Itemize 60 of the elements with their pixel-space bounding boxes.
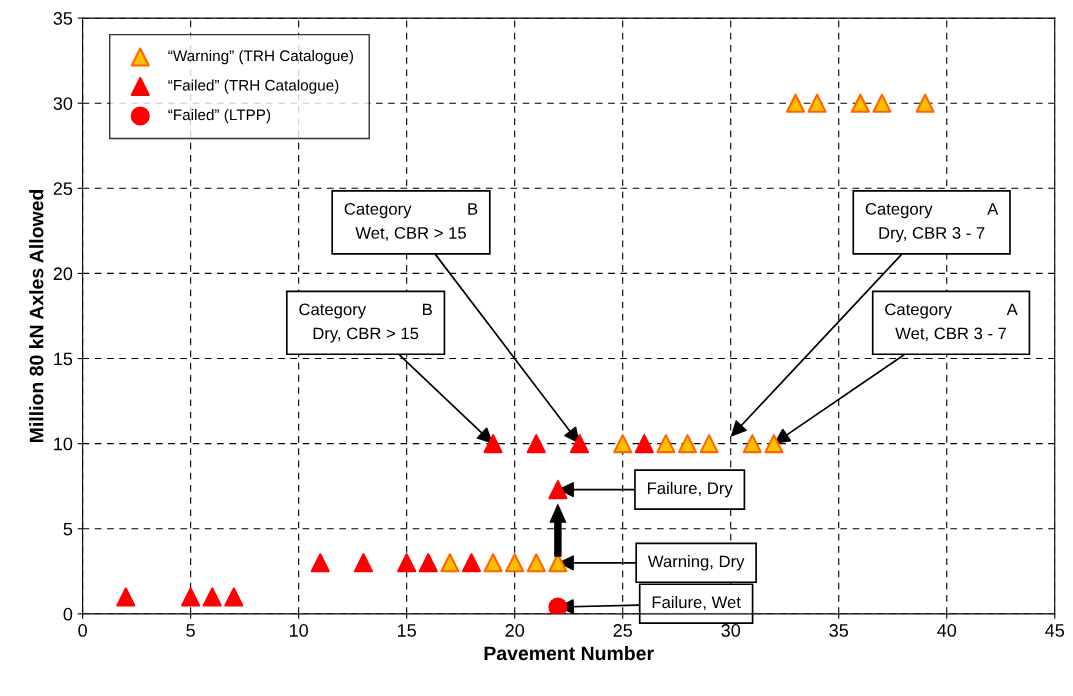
annotation: Category A Wet, CBR 3 - 7 bbox=[885, 303, 1018, 342]
x-axis-title: Pavement Number bbox=[484, 645, 654, 661]
point bbox=[116, 587, 136, 607]
y-tick-label: 10 bbox=[54, 437, 73, 451]
point bbox=[526, 553, 546, 573]
point bbox=[181, 587, 201, 607]
annotation: Warning, Dry bbox=[647, 555, 745, 571]
y-tick-label: 25 bbox=[53, 182, 73, 196]
annotation: Failure, Dry bbox=[647, 481, 733, 498]
point bbox=[613, 434, 633, 454]
legend-label: “Failed” (TRH Catalogue) bbox=[168, 79, 339, 94]
point bbox=[807, 93, 827, 113]
point bbox=[461, 553, 482, 573]
y-axis-title: Million 80 kN Axles Allowed bbox=[29, 189, 44, 442]
point bbox=[310, 553, 330, 573]
y-tick-label: 0 bbox=[63, 607, 73, 621]
y-tick-label: 30 bbox=[53, 97, 73, 110]
annotation: Category A Dry, CBR 3 - 7 bbox=[865, 203, 999, 243]
y-tick-label: 15 bbox=[54, 352, 73, 366]
point bbox=[742, 434, 762, 454]
point bbox=[915, 93, 935, 113]
x-tick-label: 20 bbox=[505, 624, 525, 637]
x-tick-label: 0 bbox=[78, 624, 87, 637]
x-tick-label: 15 bbox=[398, 624, 416, 637]
point bbox=[785, 93, 806, 113]
y-tick-label: 20 bbox=[53, 267, 73, 281]
point bbox=[483, 434, 503, 454]
point bbox=[505, 553, 525, 573]
point bbox=[418, 553, 438, 573]
point bbox=[353, 553, 374, 573]
annotation: Category B Wet, CBR > 15 bbox=[344, 203, 478, 241]
point bbox=[872, 93, 892, 113]
point bbox=[548, 597, 568, 614]
x-tick-label: 45 bbox=[1045, 624, 1065, 637]
point bbox=[548, 480, 568, 500]
x-tick-label: 40 bbox=[937, 624, 957, 637]
x-tick-label: 30 bbox=[721, 624, 741, 637]
point bbox=[634, 434, 654, 454]
point bbox=[397, 553, 417, 573]
x-tick-label: 5 bbox=[186, 624, 195, 637]
point bbox=[440, 553, 460, 573]
point bbox=[569, 434, 590, 454]
x-tick-label: 25 bbox=[613, 624, 632, 637]
legend-label: “Failed” (LTPP) bbox=[168, 108, 271, 124]
y-tick-label: 35 bbox=[53, 12, 73, 25]
x-tick-label: 35 bbox=[829, 624, 849, 637]
point bbox=[656, 434, 676, 454]
y-tick-label: 5 bbox=[63, 522, 73, 536]
point bbox=[699, 434, 719, 454]
point bbox=[764, 434, 784, 454]
annotation: Category B Dry, CBR > 15 bbox=[299, 303, 432, 343]
legend-label: “Warning” (TRH Catalogue) bbox=[168, 49, 354, 65]
point bbox=[677, 434, 698, 454]
point bbox=[202, 587, 222, 607]
annotation: Failure, Wet bbox=[652, 595, 741, 611]
point bbox=[224, 587, 244, 607]
point bbox=[483, 553, 503, 573]
x-tick-label: 10 bbox=[289, 624, 308, 637]
point bbox=[526, 434, 546, 454]
point bbox=[850, 93, 870, 113]
